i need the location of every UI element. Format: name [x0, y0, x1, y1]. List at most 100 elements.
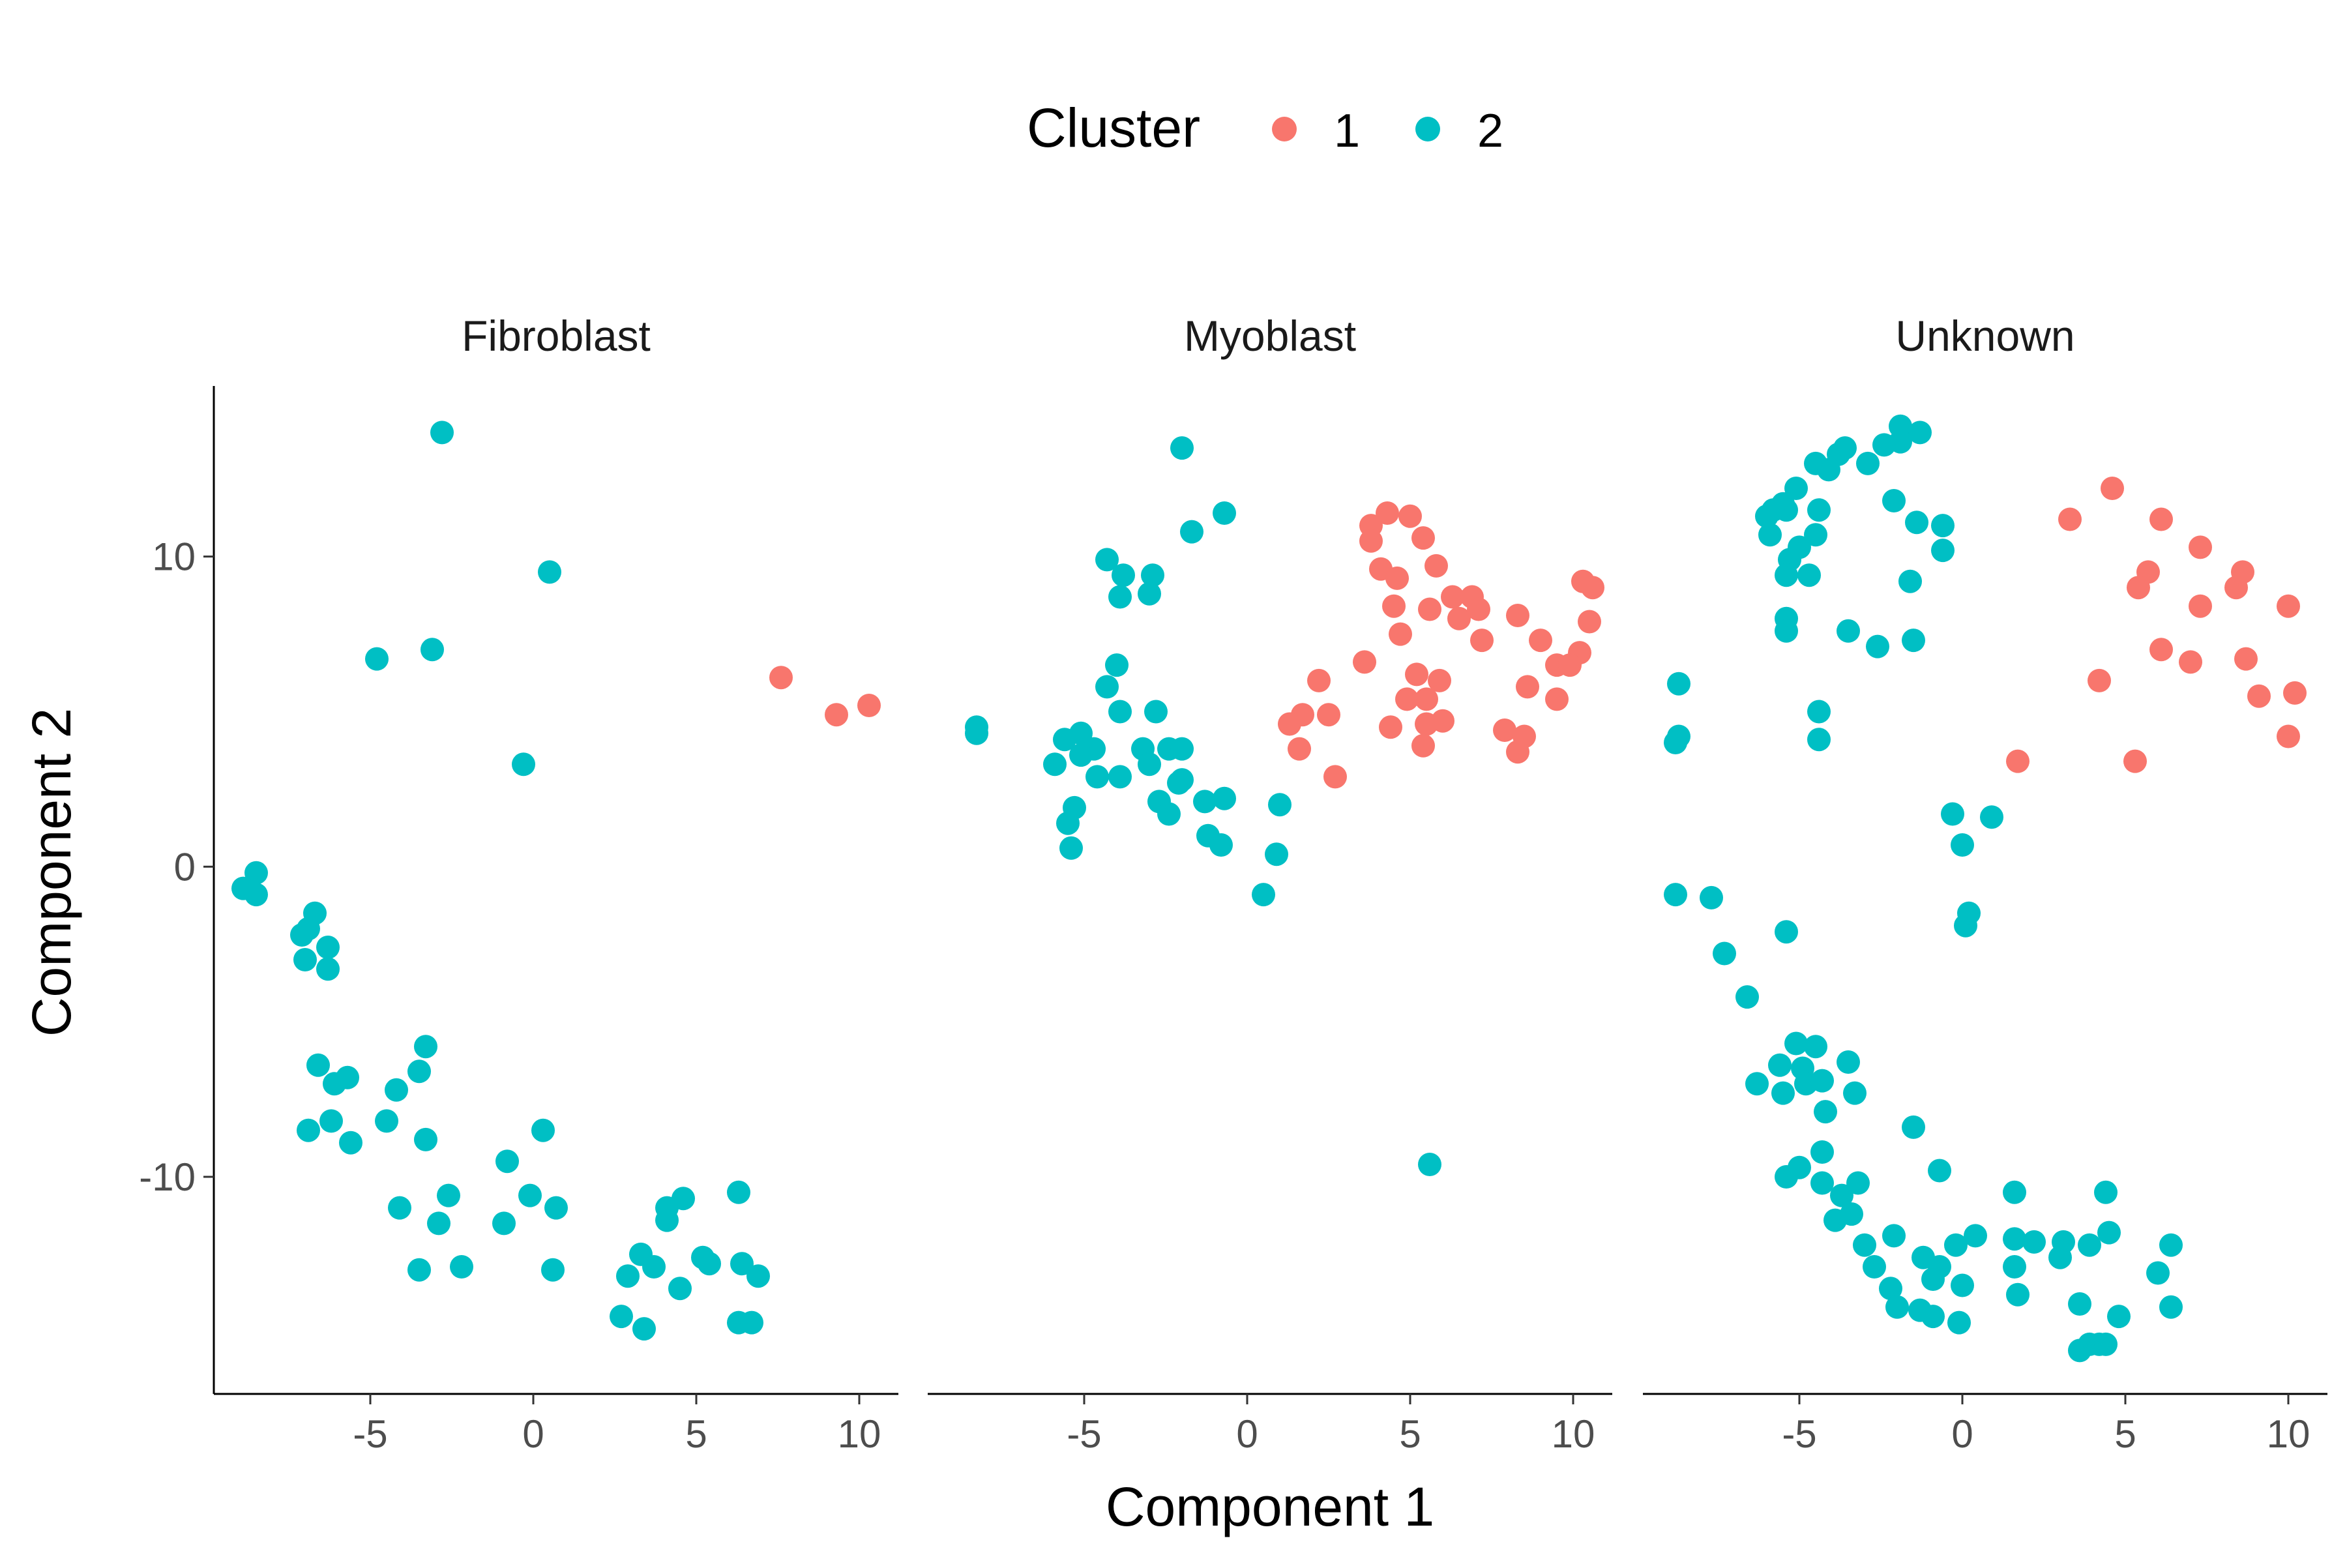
- data-point-cluster-1: [1493, 718, 1516, 742]
- data-point-cluster-2: [1784, 1031, 1808, 1056]
- data-point-cluster-2: [1667, 672, 1690, 696]
- x-tick-label: -5: [1067, 1412, 1101, 1456]
- data-point-cluster-2: [965, 721, 988, 745]
- legend-key-2: [1415, 117, 1440, 141]
- data-point-cluster-2: [1788, 1155, 1811, 1179]
- data-point-cluster-2: [1846, 1171, 1870, 1195]
- data-point-cluster-2: [407, 1059, 431, 1084]
- data-point-cluster-2: [1768, 1053, 1792, 1077]
- data-point-cluster-1: [2123, 749, 2147, 773]
- data-point-cluster-1: [2179, 650, 2202, 674]
- data-point-cluster-2: [495, 1149, 519, 1174]
- data-point-cluster-2: [1700, 885, 1723, 910]
- data-point-cluster-2: [1775, 920, 1798, 944]
- data-point-cluster-2: [1905, 510, 1928, 535]
- data-point-cluster-2: [1056, 811, 1080, 835]
- data-point-cluster-2: [1193, 790, 1217, 814]
- data-point-cluster-2: [531, 1118, 555, 1142]
- data-point-cluster-1: [1411, 526, 1435, 550]
- data-point-cluster-2: [727, 1180, 750, 1204]
- data-point-cluster-1: [2127, 576, 2150, 600]
- data-point-cluster-2: [414, 1035, 437, 1059]
- data-point-cluster-2: [1980, 805, 2003, 829]
- data-point-cluster-2: [1908, 421, 1932, 445]
- data-point-cluster-2: [1735, 985, 1759, 1009]
- x-tick-label: 10: [2267, 1412, 2310, 1456]
- data-point-cluster-2: [1853, 1233, 1876, 1257]
- panel-unknown: Unknown -5 0 5 10: [1643, 312, 2327, 1456]
- data-point-cluster-2: [1105, 653, 1129, 677]
- data-point-cluster-2: [375, 1109, 398, 1133]
- data-point-cluster-1: [2224, 576, 2248, 600]
- data-point-cluster-2: [414, 1127, 437, 1151]
- data-point-cluster-2: [1902, 1115, 1925, 1139]
- data-point-cluster-2: [1810, 1171, 1834, 1195]
- data-point-cluster-2: [1921, 1267, 1945, 1291]
- data-point-cluster-2: [1807, 498, 1831, 522]
- panel-title: Fibroblast: [462, 312, 651, 360]
- data-point-cluster-2: [1664, 883, 1687, 907]
- data-point-cluster-1: [2277, 594, 2300, 618]
- data-point-cluster-2: [1758, 523, 1782, 547]
- data-point-cluster-1: [2058, 507, 2082, 531]
- data-point-cluster-2: [388, 1196, 411, 1220]
- data-point-cluster-2: [698, 1252, 721, 1276]
- data-point-cluster-1: [1424, 554, 1448, 578]
- data-point-cluster-2: [339, 1131, 362, 1155]
- data-point-cluster-1: [1353, 650, 1376, 674]
- data-point-cluster-1: [2247, 684, 2271, 708]
- data-point-cluster-2: [1170, 436, 1194, 460]
- y-axis-title: Component 2: [21, 708, 82, 1037]
- data-point-cluster-2: [1095, 675, 1119, 699]
- data-point-cluster-2: [1053, 728, 1076, 752]
- data-point-cluster-1: [2088, 668, 2111, 692]
- data-point-cluster-2: [297, 1118, 320, 1142]
- data-point-cluster-2: [2097, 1220, 2121, 1245]
- data-point-cluster-1: [1395, 687, 1419, 711]
- data-point-cluster-2: [2003, 1227, 2026, 1251]
- data-point-cluster-2: [544, 1196, 568, 1220]
- data-point-cluster-2: [740, 1310, 763, 1335]
- data-point-cluster-1: [1441, 585, 1464, 609]
- data-point-cluster-2: [1141, 563, 1164, 587]
- data-point-cluster-2: [1951, 833, 1974, 857]
- data-point-cluster-2: [1882, 489, 1906, 512]
- data-point-cluster-2: [297, 917, 320, 941]
- data-point-cluster-2: [1898, 569, 1922, 593]
- data-point-cluster-1: [825, 703, 848, 727]
- data-point-cluster-2: [1095, 548, 1119, 572]
- data-point-cluster-2: [1713, 941, 1736, 966]
- data-point-cluster-2: [1804, 523, 1827, 547]
- data-point-cluster-2: [1810, 1140, 1834, 1164]
- data-point-cluster-1: [2006, 749, 2030, 773]
- data-point-cluster-2: [642, 1255, 666, 1279]
- data-point-cluster-2: [1804, 1035, 1827, 1059]
- data-point-cluster-1: [1389, 622, 1412, 646]
- data-point-cluster-2: [316, 936, 340, 959]
- data-point-cluster-2: [1069, 743, 1093, 767]
- data-point-cluster-2: [1157, 802, 1181, 826]
- legend-label-1: 1: [1334, 105, 1360, 157]
- panel-myoblast: Myoblast -5 0 5 10: [928, 312, 1612, 1456]
- data-point-cluster-1: [1545, 687, 1569, 711]
- data-point-cluster-2: [450, 1255, 473, 1279]
- data-point-cluster-2: [672, 1187, 695, 1211]
- data-point-cluster-2: [1108, 700, 1132, 724]
- data-point-cluster-2: [1885, 1295, 1909, 1319]
- data-point-cluster-1: [1578, 610, 1601, 634]
- data-point-cluster-2: [1784, 477, 1808, 500]
- data-point-cluster-2: [1957, 901, 1981, 925]
- data-point-cluster-2: [244, 861, 268, 885]
- panel-fibroblast: Fibroblast -5 0 5 10 -10 0 10: [139, 312, 898, 1456]
- data-point-cluster-1: [1317, 703, 1340, 727]
- data-point-cluster-2: [1866, 634, 1889, 658]
- data-point-cluster-2: [430, 421, 454, 445]
- data-point-cluster-1: [1376, 501, 1399, 525]
- data-point-cluster-2: [1921, 1305, 1945, 1329]
- data-point-cluster-2: [1138, 582, 1161, 606]
- data-point-cluster-2: [2107, 1305, 2131, 1329]
- data-point-cluster-1: [1516, 675, 1539, 699]
